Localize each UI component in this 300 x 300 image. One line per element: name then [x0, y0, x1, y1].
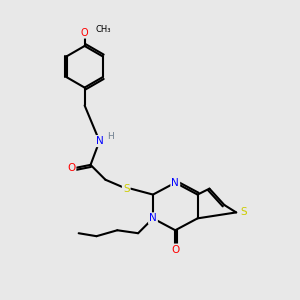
Text: O: O — [81, 28, 88, 38]
Text: H: H — [107, 132, 114, 141]
Text: N: N — [96, 136, 103, 146]
Text: S: S — [123, 184, 130, 194]
Text: N: N — [149, 213, 157, 224]
Text: N: N — [171, 178, 179, 188]
Text: S: S — [241, 207, 247, 218]
Text: CH₃: CH₃ — [95, 25, 110, 34]
Text: O: O — [67, 163, 75, 173]
Text: O: O — [171, 244, 179, 255]
